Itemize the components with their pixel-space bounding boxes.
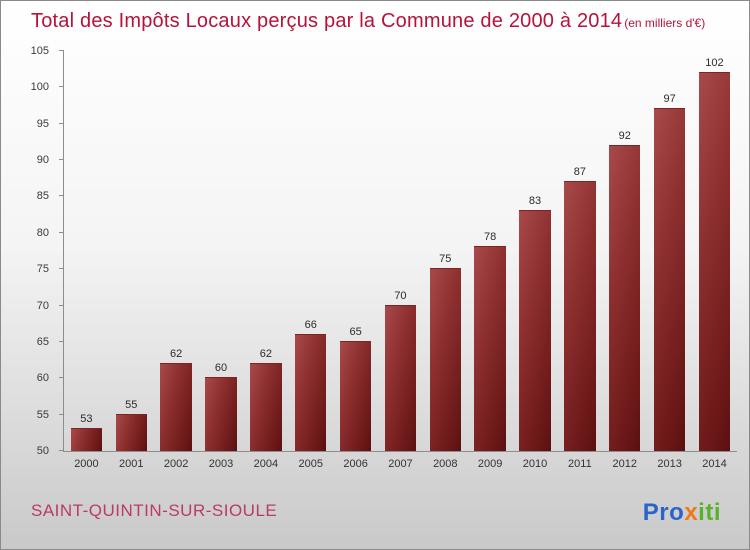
y-tick-mark	[59, 340, 64, 342]
bar-column: 78 2009	[468, 51, 513, 470]
bar-value-label: 78	[484, 231, 497, 244]
x-axis-label: 2005	[298, 458, 323, 470]
bar-2009: 78	[474, 231, 506, 451]
y-tick-label: 70	[36, 299, 49, 312]
bar-2012: 92	[609, 130, 641, 451]
bar-value-label: 70	[394, 289, 407, 302]
bar-2005: 66	[295, 319, 327, 451]
bar-column: 66 2005	[288, 51, 333, 470]
x-axis-label: 2000	[74, 458, 99, 470]
x-axis-label: 2009	[477, 458, 503, 470]
y-tick-label: 75	[36, 263, 49, 276]
x-axis-label: 2012	[612, 458, 637, 470]
bar-2010: 83	[519, 195, 551, 451]
bar-2014: 102	[698, 57, 731, 451]
bar-value-label: 87	[573, 165, 586, 178]
x-axis-label: 2004	[253, 458, 279, 470]
bar-column: 65 2006	[333, 51, 378, 470]
y-tick-label: 50	[36, 445, 49, 457]
y-tick-label: 65	[36, 335, 49, 348]
chart-header: Total des Impôts Locaux perçus par la Co…	[31, 10, 739, 33]
y-tick-mark	[59, 304, 64, 306]
x-axis-label: 2014	[702, 458, 727, 470]
x-axis-label: 2011	[568, 458, 592, 470]
bar-2002: 62	[160, 348, 192, 451]
bar-2011: 87	[564, 166, 596, 451]
commune-name: SAINT-QUINTIN-SUR-SIOULE	[31, 501, 278, 520]
logo-letter-segment: Pro	[642, 499, 685, 526]
bar-column: 75 2008	[423, 51, 468, 470]
logo-letter-segment: iti	[698, 499, 721, 526]
bar-value-label: 55	[125, 398, 138, 411]
y-tick-label: 100	[30, 81, 49, 94]
bar-column: 60 2003	[199, 51, 244, 470]
bar-value-label: 60	[214, 362, 228, 375]
bar-column: 102 2014	[692, 51, 737, 470]
y-tick-mark	[59, 413, 64, 415]
bar-column: 62 2004	[243, 51, 288, 470]
bar-column: 62 2002	[154, 51, 199, 470]
bar-value-label: 83	[528, 195, 542, 207]
x-axis-label: 2001	[119, 458, 144, 470]
y-tick-mark	[59, 159, 64, 161]
y-tick-mark	[59, 377, 64, 379]
bar-value-label: 53	[80, 413, 93, 426]
y-tick-label: 60	[36, 372, 49, 385]
x-axis-label: 2007	[388, 458, 413, 470]
y-tick-mark	[59, 231, 64, 233]
plot-area: 53 2000 55 2001 62 2002 60 2003 62 2004 66 2005 65 20…	[59, 50, 737, 470]
x-axis-label: 2002	[163, 458, 189, 470]
x-axis-label: 2008	[433, 458, 458, 470]
y-tick-mark	[59, 86, 64, 88]
x-axis-label: 2003	[208, 458, 234, 470]
x-axis-label: 2013	[657, 458, 682, 470]
bar-value-label: 66	[304, 318, 317, 331]
bar-value-label: 62	[170, 347, 183, 360]
y-tick-label: 105	[30, 45, 49, 57]
bar-value-label: 62	[259, 347, 272, 360]
y-axis: 50 55 60 65 70 75 80 85 90 95 100 105	[1, 45, 57, 457]
bar-2007: 70	[384, 290, 417, 451]
proxiti-logo[interactable]: Proxiti	[643, 499, 721, 527]
bar-column: 83 2010	[513, 51, 558, 470]
bar-column: 87 2011	[557, 51, 602, 470]
x-axis-label: 2010	[522, 458, 548, 470]
y-tick-mark	[59, 50, 64, 51]
y-tick-mark	[59, 195, 64, 197]
bar-column: 70 2007	[378, 51, 423, 470]
y-tick-label: 85	[36, 190, 49, 203]
bar-2001: 55	[115, 399, 147, 451]
bar-2000: 53	[70, 413, 103, 451]
bar-2003: 60	[205, 362, 237, 451]
bar-2004: 62	[250, 348, 282, 451]
bar-column: 97 2013	[647, 51, 692, 470]
y-tick-mark	[59, 122, 64, 124]
bar-2006: 65	[339, 326, 372, 451]
bar-value-label: 102	[705, 56, 724, 69]
bar-column: 55 2001	[109, 51, 154, 470]
bar-2008: 75	[429, 253, 461, 451]
bar-value-label: 75	[439, 253, 452, 266]
bar-value-label: 97	[663, 93, 676, 106]
chart-subtitle: (en milliers d'€)	[624, 16, 706, 30]
x-axis-label: 2006	[343, 458, 368, 470]
bar-column: 53 2000	[64, 51, 109, 470]
y-tick-label: 95	[36, 117, 49, 130]
y-tick-label: 55	[36, 408, 49, 421]
y-tick-mark	[59, 450, 64, 451]
bar-2013: 97	[653, 93, 686, 451]
bar-column: 92 2012	[602, 51, 647, 470]
bar-value-label: 65	[349, 325, 362, 338]
bar-value-label: 92	[618, 129, 631, 142]
logo-letter-segment: x	[684, 499, 699, 526]
y-tick-label: 80	[36, 226, 49, 239]
y-tick-mark	[59, 268, 64, 270]
chart-title: Total des Impôts Locaux perçus par la Co…	[31, 10, 623, 32]
y-tick-label: 90	[36, 154, 49, 167]
